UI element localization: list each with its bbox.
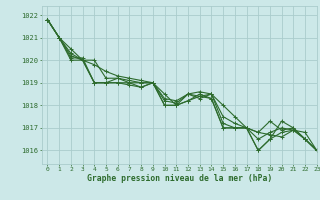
X-axis label: Graphe pression niveau de la mer (hPa): Graphe pression niveau de la mer (hPa): [87, 174, 272, 183]
